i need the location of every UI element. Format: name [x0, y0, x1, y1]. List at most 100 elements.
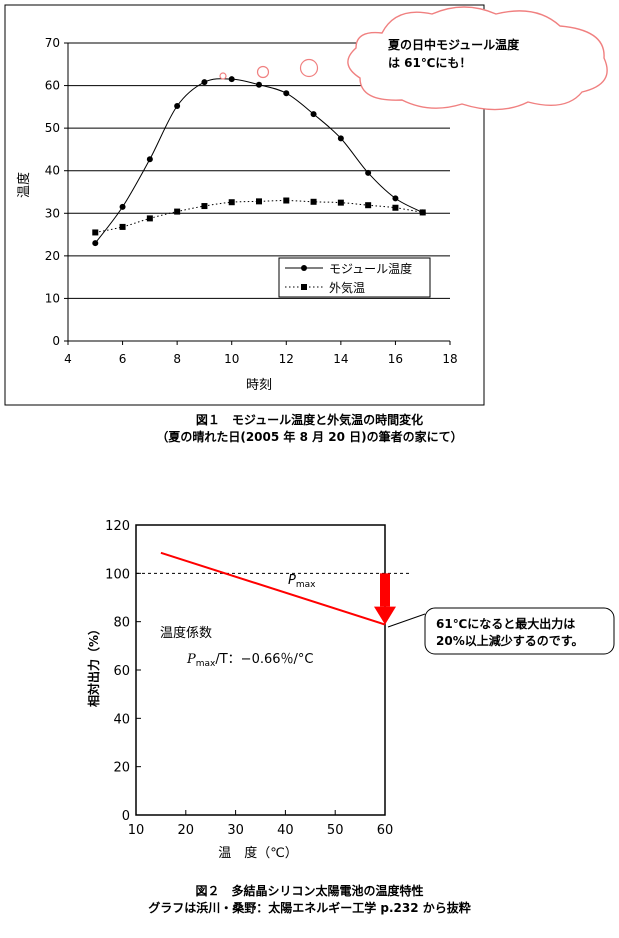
legend-marker-module	[301, 265, 307, 271]
chart2-ytick-label: 60	[113, 664, 130, 679]
chart1-point-module	[310, 111, 317, 118]
chart1-ytick-label: 50	[45, 121, 60, 135]
chart2-plot-frame	[135, 524, 386, 816]
callout2-text-line2: 20%以上減少するのです。	[436, 633, 584, 648]
chart2-series-line	[160, 551, 386, 626]
chart1-point-air	[310, 198, 317, 205]
figure1-caption-line1: 図１ モジュール温度と外気温の時間変化	[195, 413, 424, 427]
chart1-xtick-label: 12	[279, 352, 294, 366]
chart1-point-module	[283, 90, 290, 97]
chart1-ytick-label: 70	[45, 36, 60, 50]
chart2-ytick-label: 0	[122, 809, 130, 824]
figure2-caption-line1: 図２ 多結晶シリコン太陽電池の温度特性	[195, 884, 424, 898]
chart1-xtick-label: 16	[388, 352, 403, 366]
callout-bubble-small	[219, 72, 227, 80]
chart2-ytick-label: 120	[105, 519, 130, 534]
chart2-ytick-label: 80	[113, 616, 130, 631]
callout2-text-line1: 61℃になると最大出力は	[436, 616, 575, 631]
chart1-xtick-label: 8	[173, 352, 181, 366]
chart1-axes	[64, 42, 451, 345]
chart1-ytick-label: 30	[45, 206, 60, 220]
chart1-ytick-label: 40	[45, 164, 60, 178]
chart1-point-module	[337, 135, 344, 142]
chart2-ylabel: 相対出力（%）	[86, 623, 101, 707]
chart1-tick-labels: 0 10 20 30 40 50 60 70 4 6 8 10 12 14 16 18	[45, 36, 458, 366]
legend-label-air: 外気温	[329, 280, 365, 295]
chart1-xtick-label: 10	[224, 352, 239, 366]
coefficient-title: 温度係数	[160, 625, 212, 641]
chart1-point-air	[174, 208, 181, 215]
legend-label-module: モジュール温度	[329, 261, 412, 276]
chart1-point-module	[365, 169, 372, 176]
callout-bubble-medium	[256, 65, 270, 79]
chart1-point-module	[392, 195, 399, 202]
callout-text-line2: は 61℃にも！	[388, 56, 471, 70]
chart2-xtick-label: 30	[227, 823, 244, 838]
chart2-tick-labels: 0 20 40 60 80 100 120 10 20 30 40 50 60	[105, 519, 393, 838]
figure2-caption-line2: グラフは浜川・桑野：太陽エネルギー工学 p.232 から抜粋	[148, 901, 471, 915]
chart2-ytick-label: 40	[113, 712, 130, 727]
chart2-xtick-label: 20	[178, 823, 195, 838]
chart1-point-air	[256, 198, 262, 205]
chart2-xtick-label: 50	[327, 823, 344, 838]
chart1-point-air	[392, 204, 399, 211]
callout2-box	[424, 607, 615, 655]
coef-sub: max	[196, 659, 216, 669]
chart1-xlabel: 時刻	[246, 378, 272, 393]
chart1-point-module	[201, 79, 208, 86]
chart2-callout: 61℃になると最大出力は 20%以上減少するのです。	[387, 607, 615, 655]
legend-box	[278, 257, 431, 298]
arrow-shaft	[380, 573, 390, 607]
chart1-series	[92, 76, 426, 247]
chart1-point-air	[419, 209, 426, 216]
chart2-xtick-label: 60	[377, 823, 394, 838]
figure1-caption-line2: （夏の晴れた日(2005 年 8 月 20 日)の筆者の家にて）	[156, 430, 463, 444]
chart1-point-module	[228, 76, 235, 83]
chart2-xtick-label: 40	[277, 823, 294, 838]
figure2-caption: 図２ 多結晶シリコン太陽電池の温度特性 グラフは浜川・桑野：太陽エネルギー工学 …	[0, 883, 619, 917]
chart2-xlabel: 温 度（℃）	[218, 845, 298, 861]
chart1-ytick-label: 20	[45, 249, 60, 263]
coef-main: P	[186, 652, 196, 667]
chart1-legend: モジュール温度 外気温	[278, 257, 431, 298]
chart2-ytick-label: 100	[105, 567, 130, 582]
ref-label-main: P	[288, 573, 296, 588]
chart-temperature-characteristic: 0 20 40 60 80 100 120 10 20 30 40 50 60 Pmax 温度係数 Pm…	[86, 519, 615, 861]
chart1-callout: 夏の日中モジュール温度 は 61℃にも！	[219, 6, 608, 111]
coef-rest: /T：−0.66％/°C	[215, 652, 313, 667]
chart1-point-air	[228, 199, 235, 206]
chart1-ytick-label: 10	[45, 291, 60, 305]
chart1-xtick-label: 6	[119, 352, 127, 366]
callout2-pointer	[387, 613, 426, 628]
chart1-point-module	[92, 240, 99, 247]
chart1-point-air	[201, 203, 208, 210]
chart1-point-module	[256, 81, 262, 88]
chart1-point-module	[146, 156, 153, 163]
chart-module-temperature: 0 10 20 30 40 50 60 70 4 6 8 10 12 14 16 18 温度 時刻 モジュール…	[4, 4, 608, 406]
chart1-point-module	[174, 103, 181, 110]
figure1-caption: 図１ モジュール温度と外気温の時間変化 （夏の晴れた日(2005 年 8 月 2…	[0, 412, 619, 446]
chart1-point-air	[92, 229, 99, 236]
chart2-arrow	[374, 573, 396, 625]
chart1-point-module	[119, 203, 126, 210]
chart1-xtick-label: 18	[442, 352, 457, 366]
chart1-point-air	[119, 223, 126, 230]
chart1-point-air	[365, 202, 372, 209]
arrow-head	[374, 606, 396, 625]
chart1-point-air	[146, 215, 153, 222]
chart1-xtick-label: 14	[333, 352, 348, 366]
coefficient-formula: Pmax/T：−0.66％/°C	[186, 652, 313, 669]
chart2-reference-label: Pmax	[288, 573, 316, 590]
chart1-ytick-label: 0	[52, 334, 60, 348]
chart2-axes	[135, 524, 386, 816]
callout-cloud	[347, 6, 608, 111]
chart2-ytick-label: 20	[113, 761, 130, 776]
chart1-point-air	[283, 197, 290, 204]
ref-label-sub: max	[296, 580, 316, 590]
chart2-xtick-label: 10	[128, 823, 145, 838]
chart1-point-air	[337, 199, 344, 206]
chart1-ylabel: 温度	[16, 172, 32, 198]
chart1-xtick-label: 4	[64, 352, 72, 366]
chart1-ytick-label: 60	[45, 79, 60, 93]
legend-marker-air	[301, 284, 307, 290]
